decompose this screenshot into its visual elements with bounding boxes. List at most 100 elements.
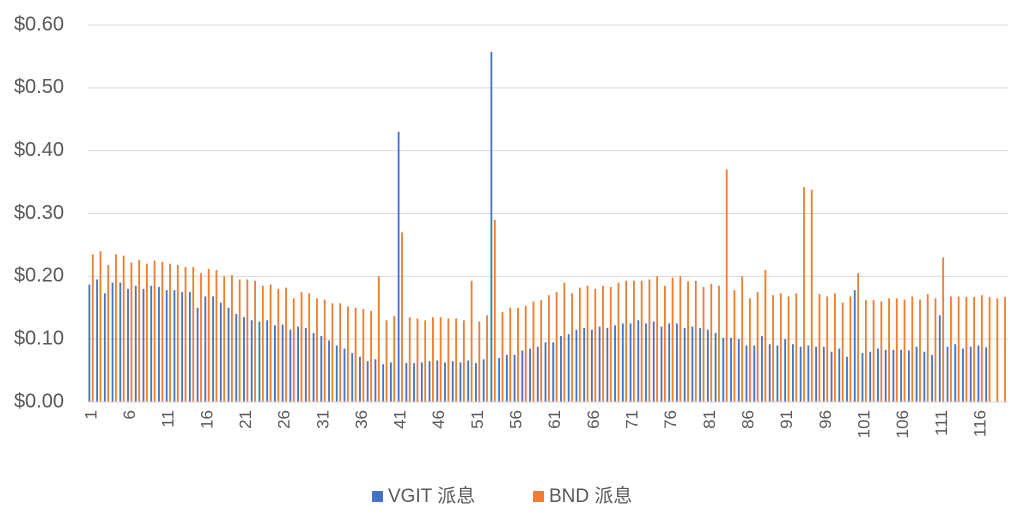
- bar: [931, 354, 933, 402]
- bar: [830, 351, 833, 402]
- bar: [637, 320, 640, 402]
- bar: [266, 320, 269, 402]
- legend-label: BND 派息: [549, 485, 632, 507]
- bar: [246, 279, 249, 402]
- bar: [818, 293, 821, 402]
- bar: [923, 351, 926, 402]
- bar: [343, 348, 346, 402]
- bar: [756, 292, 759, 402]
- bar: [985, 347, 988, 402]
- x-tick-label: 86: [738, 410, 757, 429]
- bar: [864, 300, 867, 402]
- bar: [753, 345, 756, 402]
- x-tick-label: 31: [313, 410, 332, 429]
- bar: [679, 276, 682, 402]
- bar: [509, 307, 512, 402]
- bar: [671, 277, 674, 402]
- bar: [169, 263, 171, 402]
- bar: [88, 284, 91, 402]
- bar: [312, 332, 315, 402]
- bar: [934, 298, 937, 402]
- bar: [99, 251, 102, 402]
- x-tick-label: 41: [391, 410, 410, 429]
- bar: [787, 296, 790, 402]
- bar: [521, 350, 524, 402]
- bar: [683, 327, 686, 402]
- bar: [980, 295, 983, 402]
- bar: [725, 169, 728, 402]
- bar: [779, 293, 782, 402]
- bar: [385, 320, 388, 402]
- x-tick-label: 66: [584, 410, 603, 429]
- bar: [722, 337, 725, 402]
- bar: [111, 282, 114, 402]
- bar: [413, 363, 415, 402]
- bar: [691, 326, 694, 402]
- bar: [478, 321, 481, 402]
- bar: [346, 306, 349, 402]
- bar: [374, 359, 377, 402]
- bar: [501, 312, 504, 402]
- bar: [1004, 297, 1006, 402]
- bar: [741, 276, 744, 402]
- bar: [158, 287, 160, 402]
- bar: [215, 270, 218, 402]
- bar: [687, 281, 689, 402]
- x-tick-label: 1: [81, 410, 100, 419]
- bar: [957, 296, 960, 402]
- bar: [115, 254, 117, 402]
- bar: [91, 254, 94, 402]
- bar: [841, 302, 844, 402]
- bar: [181, 292, 184, 402]
- bar: [544, 342, 547, 402]
- bar: [320, 336, 323, 402]
- x-tick-label: 106: [893, 410, 912, 438]
- bar: [188, 292, 191, 402]
- bar: [552, 342, 555, 402]
- bar: [776, 345, 779, 402]
- bar: [838, 348, 841, 402]
- bar: [645, 323, 647, 402]
- bar: [768, 344, 771, 402]
- x-tick-label: 26: [275, 410, 294, 429]
- bar: [668, 323, 671, 402]
- bar: [872, 300, 875, 402]
- bar: [524, 305, 527, 402]
- bar: [308, 293, 311, 402]
- bar: [354, 307, 357, 402]
- x-tick-label: 36: [352, 410, 371, 429]
- bar: [134, 285, 137, 402]
- x-tick-label: 76: [661, 410, 680, 429]
- bar: [300, 292, 303, 402]
- bar: [598, 326, 601, 402]
- bar: [714, 332, 717, 402]
- x-tick-label: 81: [700, 410, 719, 429]
- x-tick-label: 51: [468, 410, 487, 429]
- bar: [737, 339, 740, 402]
- bar: [761, 336, 763, 402]
- y-tick-label: $0.60: [14, 13, 64, 35]
- bar: [297, 326, 300, 402]
- bar: [529, 348, 531, 402]
- bar: [200, 273, 202, 402]
- bar: [165, 290, 168, 402]
- bar: [359, 356, 361, 402]
- bar: [362, 309, 365, 402]
- bar: [563, 282, 566, 402]
- bar: [772, 295, 775, 402]
- bar: [289, 329, 292, 402]
- bar: [826, 296, 829, 402]
- bar: [617, 282, 620, 402]
- bar: [212, 296, 214, 402]
- bar: [96, 279, 98, 402]
- bar: [377, 276, 380, 402]
- bar: [254, 280, 257, 402]
- bar: [138, 259, 141, 402]
- bar: [119, 282, 122, 402]
- y-tick-label: $0.50: [14, 76, 64, 98]
- bar: [231, 275, 233, 402]
- bar: [633, 280, 635, 402]
- bar: [145, 263, 148, 402]
- bar: [950, 296, 952, 402]
- bar: [764, 270, 767, 402]
